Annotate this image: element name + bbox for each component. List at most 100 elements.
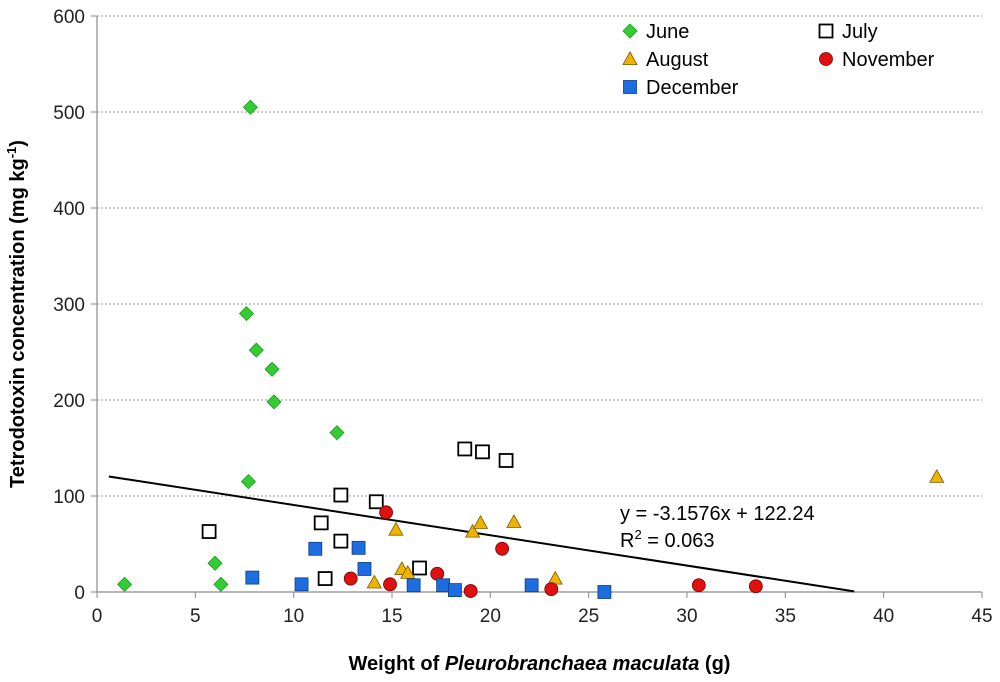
data-point-july <box>313 515 329 531</box>
legend-marker-november <box>819 52 833 66</box>
legend-label-june: June <box>646 21 689 43</box>
data-point-december <box>406 578 421 593</box>
y-axis-title-main: Tetrodotoxin concentration (mg kg <box>7 158 29 488</box>
data-point-july <box>412 560 427 576</box>
data-point-december <box>357 562 372 576</box>
legend-marker-december <box>623 80 637 94</box>
data-point-june <box>213 576 229 592</box>
data-point-august <box>472 515 489 529</box>
legend-item-december: December <box>623 77 739 99</box>
x-tick-label: 35 <box>775 606 796 627</box>
data-point-july <box>498 453 514 468</box>
legend-item-november: November <box>819 49 935 71</box>
x-tick-label: 20 <box>480 606 501 627</box>
data-point-december <box>308 541 323 556</box>
data-point-june <box>248 342 264 358</box>
y-tick-label: 200 <box>53 391 85 412</box>
x-tick-label: 25 <box>578 606 599 627</box>
y-tick-label: 600 <box>53 7 85 28</box>
y-axis-title-close: ) <box>7 140 29 147</box>
data-point-august <box>547 570 563 585</box>
data-point-december <box>351 540 366 555</box>
legend: June July August November December <box>622 21 935 99</box>
data-point-july <box>201 524 217 539</box>
data-point-november <box>691 578 706 593</box>
data-point-november <box>343 571 358 586</box>
legend-item-august: August <box>622 49 709 71</box>
y-tick-label: 100 <box>53 487 85 508</box>
data-point-december <box>294 577 309 592</box>
legend-marker-july <box>818 23 834 39</box>
y-axis-title-superscript: -1 <box>4 147 19 159</box>
x-tick-label: 0 <box>92 606 103 627</box>
x-tick-label: 45 <box>971 606 992 627</box>
legend-marker-june <box>622 23 638 39</box>
data-point-june <box>242 99 258 115</box>
y-tick-label: 500 <box>53 103 85 124</box>
data-point-november <box>463 584 478 598</box>
data-point-august <box>464 523 481 538</box>
data-point-june <box>240 474 256 490</box>
tick-labels: 0 100 200 300 400 500 600 0 5 10 15 20 25 30 35 40 45 <box>53 7 992 627</box>
r-squared: R2 = 0.063 <box>620 527 715 552</box>
series-june <box>116 99 345 592</box>
data-points <box>116 99 945 599</box>
data-point-july <box>457 441 473 457</box>
regression-equation: y = -3.1576x + 122.24 <box>620 503 815 525</box>
data-point-august <box>929 468 945 483</box>
legend-label-november: November <box>842 49 935 71</box>
legend-marker-august <box>622 51 638 65</box>
data-point-july <box>475 444 490 460</box>
data-point-july <box>317 571 333 586</box>
data-point-november <box>544 582 559 597</box>
x-tick-label: 30 <box>676 606 697 627</box>
series-july <box>201 441 514 586</box>
gridlines <box>97 15 982 497</box>
r-squared-superscript: 2 <box>634 527 641 542</box>
y-tick-label: 0 <box>74 583 85 604</box>
legend-item-june: June <box>622 21 689 43</box>
y-tick-label: 400 <box>53 199 85 220</box>
x-tick-label: 40 <box>873 606 894 627</box>
x-tick-label: 5 <box>190 606 201 627</box>
data-point-november <box>495 541 510 556</box>
x-axis-title: Weight of Pleurobranchaea maculata (g) <box>349 653 731 675</box>
y-tick-label: 300 <box>53 295 85 316</box>
data-point-june <box>116 576 133 592</box>
data-point-august <box>366 574 382 589</box>
x-axis-title-unit: (g) <box>699 653 730 675</box>
legend-label-august: August <box>646 49 709 71</box>
data-point-november <box>430 566 445 581</box>
x-axis-title-species: Pleurobranchaea maculata <box>445 653 700 675</box>
data-point-june <box>264 361 280 377</box>
data-point-july <box>333 487 349 503</box>
legend-item-july: July <box>818 21 878 43</box>
r-squared-prefix: R <box>620 530 634 552</box>
data-point-august <box>506 514 522 528</box>
data-point-december <box>245 570 260 585</box>
r-squared-value: = 0.063 <box>642 530 715 552</box>
data-point-june <box>329 425 345 441</box>
data-point-december <box>524 578 539 593</box>
x-axis-title-prefix: Weight of <box>349 653 445 675</box>
legend-label-december: December <box>646 77 739 99</box>
axis-titles: Weight of Pleurobranchaea maculata (g) Te… <box>4 140 730 675</box>
x-tick-label: 10 <box>283 606 304 627</box>
series-december <box>245 540 612 599</box>
data-point-august <box>388 521 404 536</box>
data-point-november <box>383 577 397 592</box>
trendline-line <box>108 475 855 593</box>
y-axis-title: Tetrodotoxin concentration (mg kg-1) <box>4 140 29 488</box>
data-point-december <box>597 585 612 599</box>
series-august <box>366 468 945 589</box>
trendline <box>108 475 855 593</box>
legend-label-july: July <box>842 21 878 43</box>
data-point-june <box>207 555 223 571</box>
x-tick-label: 15 <box>381 606 402 627</box>
data-point-july <box>333 533 349 549</box>
axes <box>91 15 983 598</box>
data-point-december <box>448 583 462 597</box>
data-point-november <box>748 579 763 594</box>
